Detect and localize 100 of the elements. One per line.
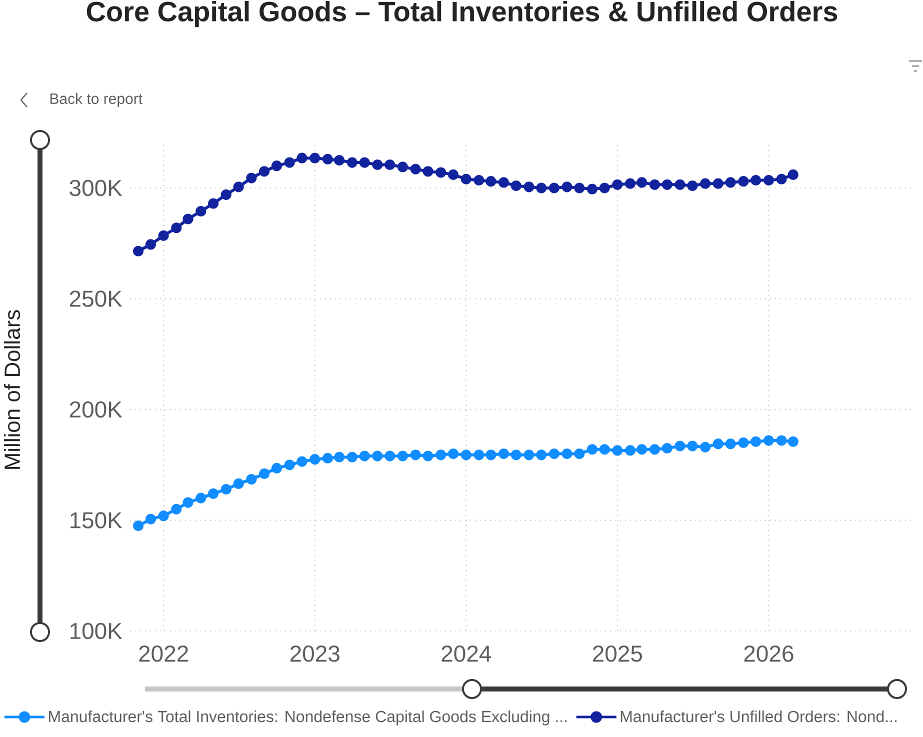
x-tick-label: 2026	[744, 646, 794, 662]
point	[208, 488, 219, 499]
x-tick-label: 2024	[442, 646, 492, 662]
point	[346, 157, 358, 168]
point	[712, 178, 724, 189]
point	[220, 189, 232, 200]
point	[636, 444, 648, 455]
point	[384, 450, 396, 462]
point	[171, 222, 182, 234]
legend-label: Manufacturer's Unfilled Orders: Nond...	[620, 710, 897, 722]
point	[132, 246, 144, 256]
point	[788, 169, 798, 180]
point	[284, 460, 295, 470]
point	[474, 450, 484, 460]
point	[271, 462, 282, 474]
point	[346, 452, 358, 462]
point	[674, 440, 686, 452]
point	[548, 182, 560, 194]
point	[246, 172, 257, 184]
point	[624, 178, 636, 189]
y-tick-label: 150K	[70, 512, 122, 528]
point	[687, 180, 698, 192]
y-tick-label: 100K	[70, 622, 122, 640]
point	[359, 157, 370, 168]
point	[776, 435, 787, 446]
point	[220, 484, 232, 495]
point	[763, 435, 774, 446]
point	[498, 177, 510, 188]
point	[612, 445, 623, 456]
point	[246, 474, 257, 485]
point	[536, 450, 547, 460]
point	[662, 442, 672, 454]
y-tick-label: 300K	[70, 180, 122, 196]
point	[410, 164, 421, 174]
point	[562, 448, 572, 460]
y-axis-title: Million of Dollars	[4, 310, 20, 469]
point	[510, 180, 522, 192]
point	[574, 182, 585, 194]
point	[725, 438, 736, 450]
legend-label: Manufacturer's Total Inventories: Nondefense Capital Goods Excluding ...	[49, 710, 567, 726]
point	[384, 159, 396, 170]
point	[712, 438, 724, 450]
point	[182, 497, 194, 508]
point	[397, 450, 408, 462]
point	[322, 452, 334, 464]
point	[310, 152, 320, 164]
point	[474, 174, 484, 186]
point	[700, 442, 711, 452]
point	[536, 182, 547, 194]
point	[359, 450, 370, 462]
point	[460, 450, 472, 460]
point	[524, 450, 534, 460]
point	[158, 230, 169, 241]
point	[145, 514, 156, 524]
point	[372, 450, 383, 462]
point	[700, 178, 711, 189]
point	[334, 452, 345, 462]
point	[687, 440, 698, 452]
point	[738, 176, 749, 187]
point	[486, 450, 496, 460]
point	[258, 166, 270, 177]
point	[422, 166, 434, 177]
point	[586, 444, 598, 455]
x-tick-label: 2025	[592, 646, 642, 662]
point	[448, 448, 459, 460]
point	[524, 182, 534, 192]
point	[233, 478, 244, 490]
point	[410, 450, 421, 460]
point	[397, 162, 408, 172]
point	[750, 436, 762, 447]
point	[649, 444, 660, 455]
point	[233, 182, 244, 192]
point	[725, 177, 736, 188]
point	[498, 448, 510, 460]
point	[208, 198, 219, 209]
point	[776, 174, 787, 184]
point	[296, 456, 308, 467]
point	[750, 174, 762, 186]
point	[548, 448, 560, 460]
point	[158, 510, 169, 522]
point	[296, 152, 308, 164]
point	[448, 169, 459, 180]
point	[271, 160, 282, 172]
point	[460, 174, 472, 184]
point	[599, 444, 610, 455]
point	[574, 448, 585, 460]
point	[562, 182, 572, 192]
x-tick-label: 2023	[290, 646, 340, 662]
point	[636, 177, 648, 188]
text: Back to report	[50, 93, 142, 107]
y-tick-label: 250K	[70, 290, 122, 307]
point	[788, 436, 798, 447]
point	[599, 182, 610, 194]
point	[624, 445, 636, 456]
point	[145, 239, 156, 250]
point	[586, 184, 598, 194]
point	[372, 159, 383, 170]
point	[649, 179, 660, 190]
point	[510, 450, 522, 460]
point	[334, 155, 345, 166]
